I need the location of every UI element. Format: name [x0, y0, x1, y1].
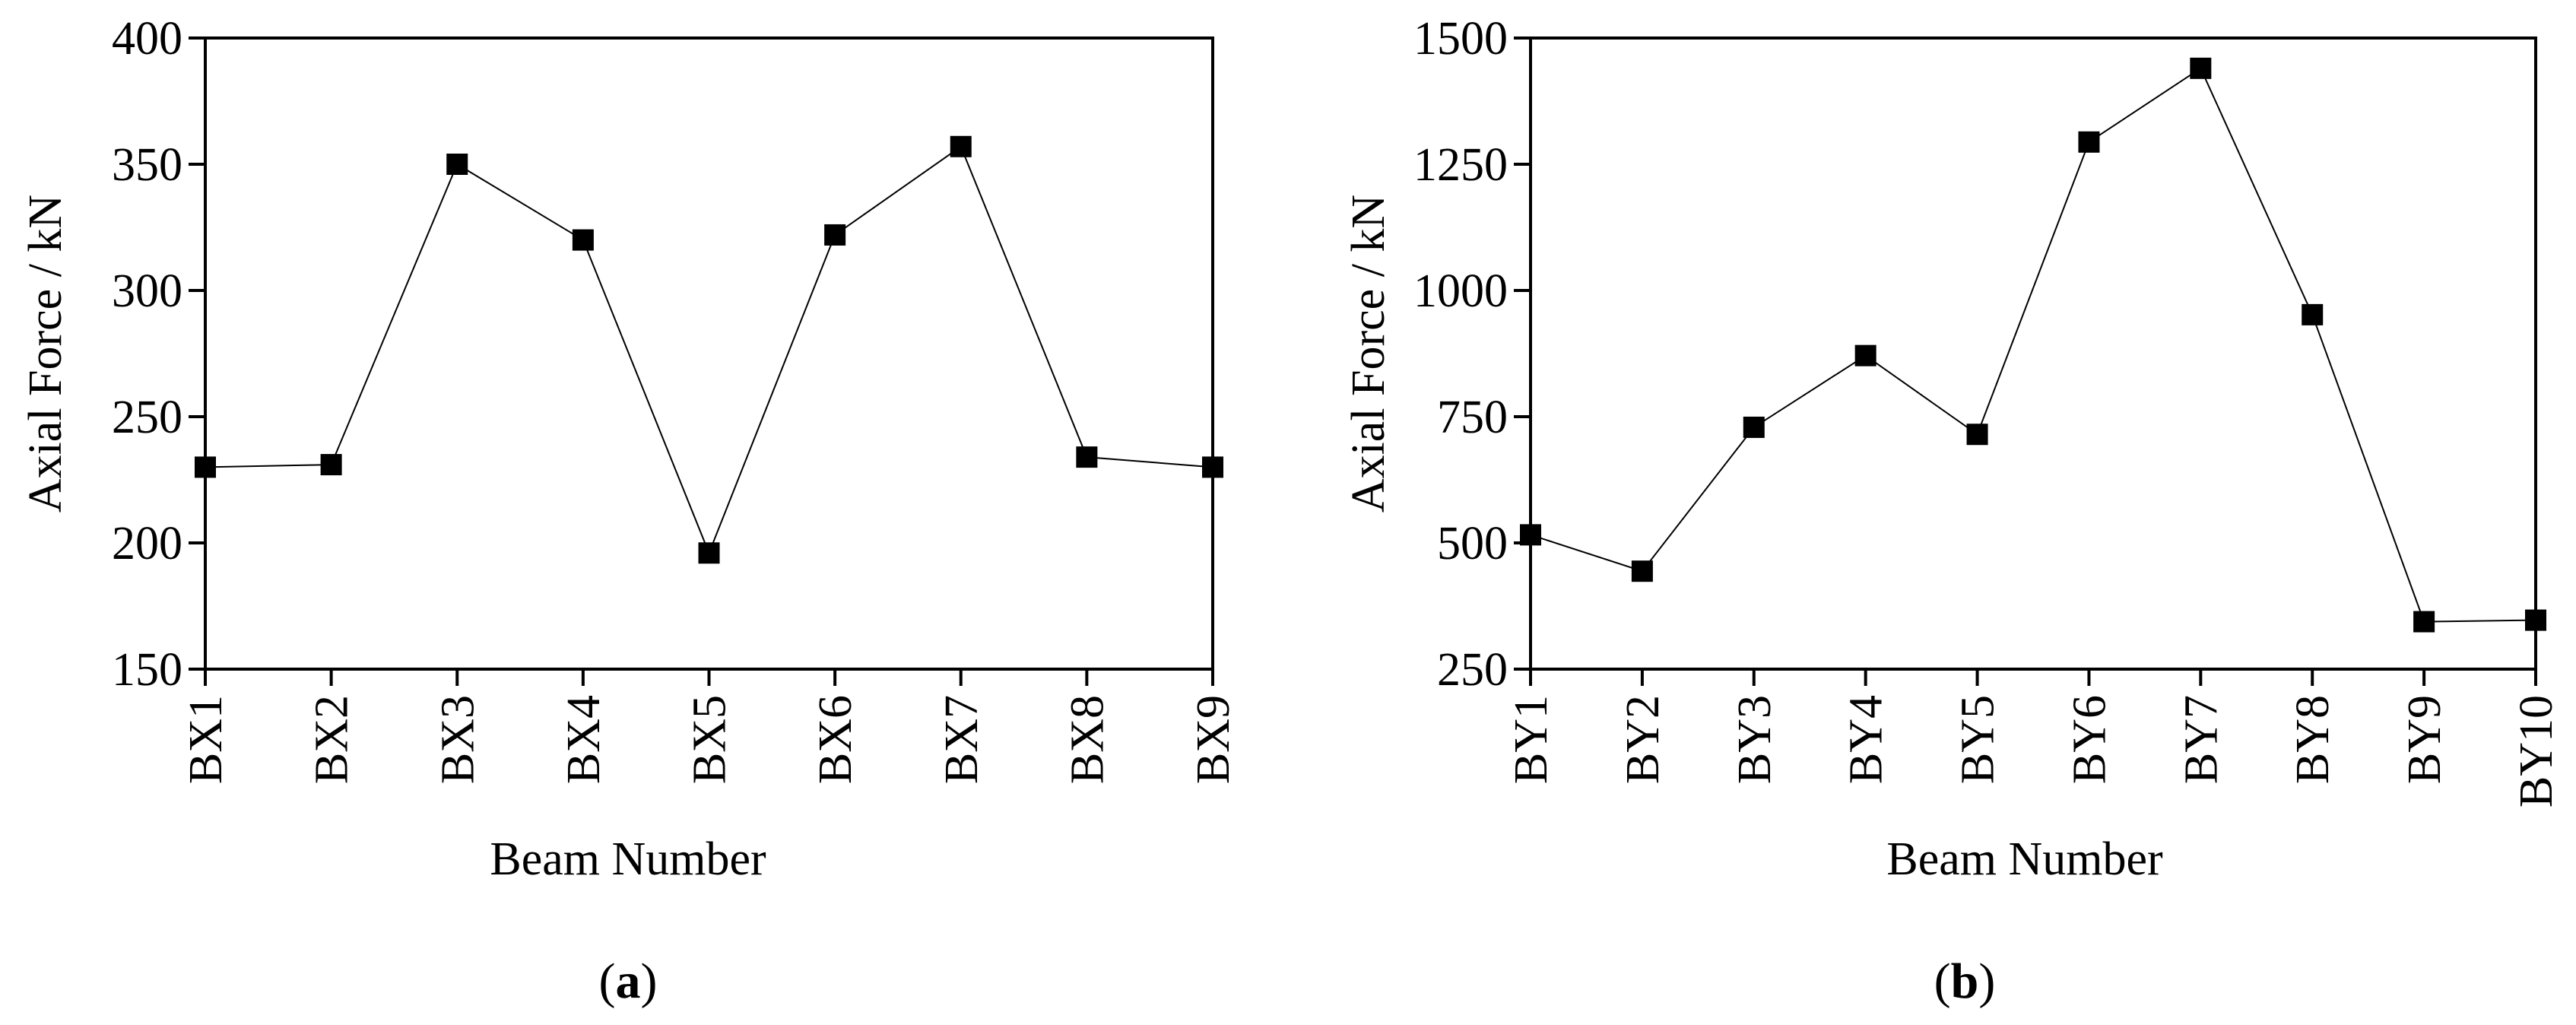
plot-frame — [1529, 36, 2537, 671]
x-tick-label: BX5 — [684, 695, 736, 784]
data-point-marker — [2078, 131, 2100, 153]
panel-label-b: (b) — [1934, 954, 1996, 1009]
series-layer — [1520, 57, 2546, 633]
series-layer — [195, 135, 1223, 564]
y-tick-label: 750 — [1437, 392, 1508, 443]
panel-label-open-paren: ( — [599, 954, 616, 1009]
y-tick-label: 250 — [1437, 644, 1508, 696]
x-tick-label: BY5 — [1953, 695, 2004, 784]
series-line — [1530, 67, 2536, 623]
data-point-marker — [2413, 611, 2435, 633]
x-tick-label: BX7 — [936, 695, 988, 784]
x-tick-label: BX9 — [1188, 695, 1239, 784]
y-tick-label: 500 — [1437, 518, 1508, 570]
x-tick-label: BY10 — [2511, 695, 2562, 808]
x-tick-label: BY4 — [1841, 695, 1892, 784]
data-point-marker — [1076, 446, 1098, 468]
panel-label-open-paren: ( — [1934, 954, 1951, 1009]
x-axis-title: Beam Number — [490, 833, 766, 885]
data-point-marker — [1202, 456, 1223, 478]
x-tick-label: BX3 — [432, 695, 484, 784]
x-tick-label: BY8 — [2287, 695, 2339, 784]
x-tick-label: BX1 — [180, 695, 232, 784]
data-point-marker — [2525, 609, 2546, 631]
panel-label-letter: b — [1951, 954, 1979, 1009]
x-tick-label: BX8 — [1061, 695, 1113, 784]
x-tick-label: BY2 — [1617, 695, 1669, 784]
x-tick-label: BX4 — [558, 695, 610, 784]
y-tick-label: 150 — [112, 644, 182, 696]
x-axis-title: Beam Number — [1886, 833, 2163, 885]
data-point-marker — [698, 542, 720, 564]
data-point-marker — [2302, 303, 2324, 325]
plot-frame — [204, 36, 1214, 671]
y-tick-label: 250 — [112, 392, 182, 443]
y-axis-title: Axial Force / kN — [1343, 195, 1394, 512]
data-point-marker — [320, 454, 342, 476]
y-tick-label: 400 — [112, 13, 182, 65]
x-tick-label: BX2 — [306, 695, 358, 784]
data-point-marker — [446, 154, 468, 175]
data-point-marker — [1966, 424, 1988, 446]
chart-panel-b: BY1 BY2 BY3 BY4 BY5 BY6 BY7 BY8 BY9 BY10 250 500 75… — [1343, 13, 2562, 1009]
data-point-marker — [1854, 344, 1876, 367]
x-tick-label: BY6 — [2064, 695, 2115, 784]
data-point-marker — [824, 224, 846, 246]
x-tick-label: BY7 — [2175, 695, 2227, 784]
y-tick-layer: 250 500 750 1000 1250 1500 — [1413, 13, 1531, 696]
x-tick-layer: BX1 BX2 BX3 BX4 BX5 BX6 BX7 BX8 BX9 — [180, 669, 1239, 784]
panel-label-close-paren: ) — [641, 954, 658, 1009]
series-line — [205, 145, 1213, 555]
data-point-marker — [1743, 416, 1765, 438]
panel-label-letter: a — [616, 954, 641, 1009]
data-point-marker — [195, 456, 216, 478]
y-tick-label: 1500 — [1413, 13, 1508, 65]
y-tick-label: 350 — [112, 139, 182, 191]
x-tick-label: BX6 — [810, 695, 861, 784]
x-tick-label: BY3 — [1729, 695, 1781, 784]
y-axis-title: Axial Force / kN — [20, 195, 71, 512]
y-tick-label: 200 — [112, 518, 182, 570]
y-tick-label: 1000 — [1413, 265, 1508, 317]
y-tick-layer: 150 200 250 300 350 400 — [112, 13, 205, 696]
data-point-marker — [572, 229, 594, 251]
data-point-marker — [950, 135, 972, 157]
chart-panel-a: BX1 BX2 BX3 BX4 BX5 BX6 BX7 BX8 BX9 150 200 250 300… — [20, 13, 1239, 1009]
panel-label-a: (a) — [599, 954, 658, 1009]
x-tick-layer: BY1 BY2 BY3 BY4 BY5 BY6 BY7 BY8 BY9 BY10 — [1505, 669, 2562, 808]
panel-label-close-paren: ) — [1978, 954, 1995, 1009]
x-tick-label: BY9 — [2399, 695, 2451, 784]
x-tick-label: BY1 — [1505, 695, 1557, 784]
y-tick-label: 300 — [112, 265, 182, 317]
data-point-marker — [2190, 57, 2212, 79]
data-point-marker — [1631, 560, 1653, 582]
y-tick-label: 1250 — [1413, 139, 1508, 191]
